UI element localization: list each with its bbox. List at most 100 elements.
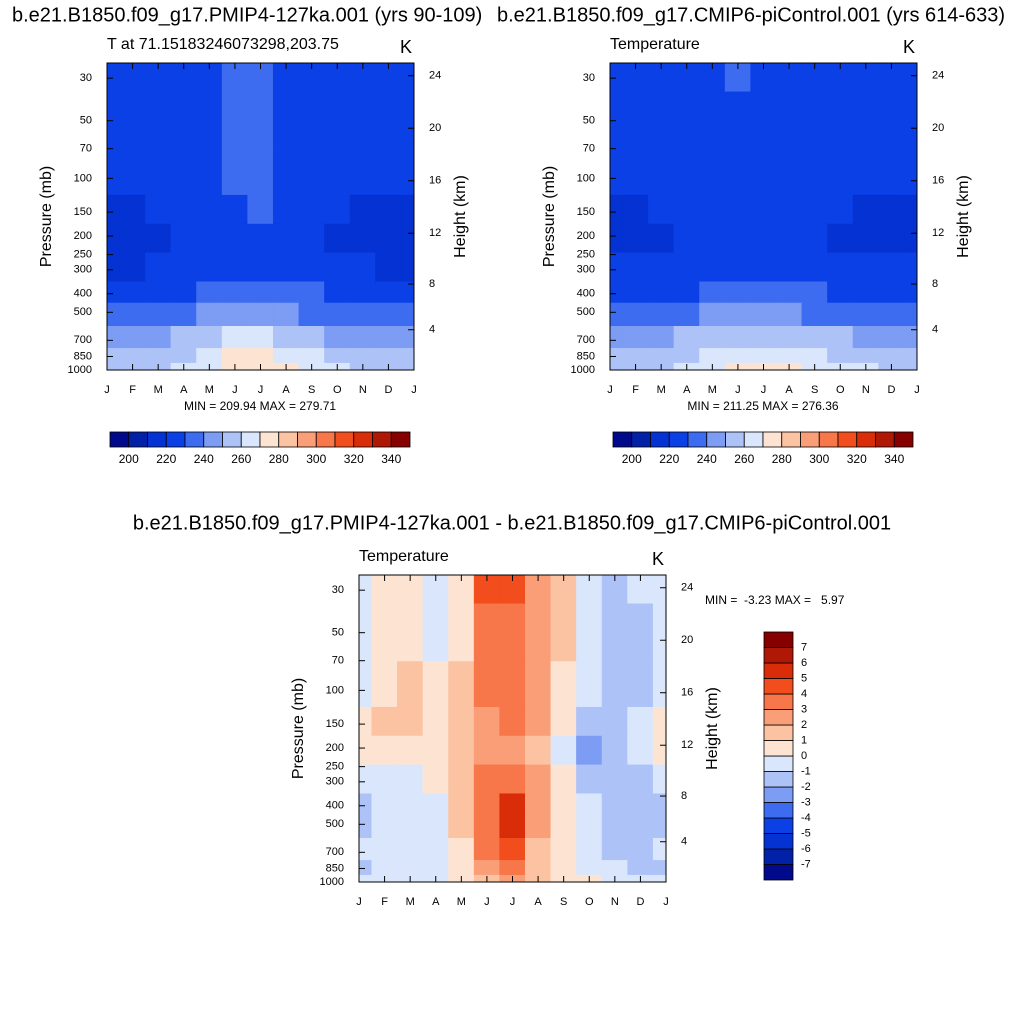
contour-cell xyxy=(247,281,274,304)
colorbar-box xyxy=(706,431,726,448)
contour-cell xyxy=(397,838,424,861)
contour-cell xyxy=(724,326,752,349)
colorbar-label: -5 xyxy=(801,827,811,839)
contour-cell xyxy=(349,281,376,304)
x-tick-label: D xyxy=(887,384,895,396)
contour-cell xyxy=(627,838,654,861)
colorbar-box xyxy=(687,431,708,448)
y2-tick-label: 8 xyxy=(932,278,938,290)
contour-cell xyxy=(524,706,552,737)
contour-cell xyxy=(750,252,777,283)
contour-cell xyxy=(648,348,675,364)
contour-cell xyxy=(524,735,552,766)
contour-cell xyxy=(397,603,424,662)
contour-cell xyxy=(750,281,777,304)
y-axis-label: Pressure (mb) xyxy=(38,166,55,267)
y-tick-label: 850 xyxy=(326,862,344,874)
y-tick-label: 250 xyxy=(577,249,595,261)
contour-cell xyxy=(400,91,415,150)
contour-cell xyxy=(119,194,146,225)
contour-cell xyxy=(145,149,172,196)
contour-cell xyxy=(827,348,854,364)
x-tick-label: D xyxy=(636,896,644,908)
colorbar-label: 320 xyxy=(847,452,867,466)
contour-cell xyxy=(358,793,373,816)
contour-cell xyxy=(648,302,675,327)
contour-cell xyxy=(324,149,351,196)
contour-cell xyxy=(878,149,905,196)
contour-cell xyxy=(524,814,552,839)
min-max-stats: MIN = 211.25 MAX = 276.36 xyxy=(687,399,839,413)
contour-cell xyxy=(627,706,654,737)
colorbar-box xyxy=(334,431,355,448)
contour-cell xyxy=(358,574,373,605)
contour-cell xyxy=(609,62,624,93)
contour-cell xyxy=(196,223,223,254)
contour-cell xyxy=(375,281,402,304)
contour-cell xyxy=(852,194,879,225)
x-tick-label: O xyxy=(333,384,342,396)
contour-cell xyxy=(673,348,700,364)
contour-cell xyxy=(196,149,223,196)
contour-cell xyxy=(601,764,628,795)
colorbar-label: 240 xyxy=(194,452,214,466)
contour-cell xyxy=(499,860,526,876)
contour-cell xyxy=(576,706,603,737)
contour-cell xyxy=(903,62,918,93)
contour-cell xyxy=(371,793,398,816)
colorbar-label: -1 xyxy=(801,765,811,777)
colorbar-label: -7 xyxy=(801,858,811,870)
colorbar-box xyxy=(763,709,794,726)
x-tick-label: O xyxy=(585,896,594,908)
contour-cell xyxy=(576,661,603,708)
contour-cell xyxy=(576,814,603,839)
x-tick-label: F xyxy=(129,384,136,396)
colorbar-box xyxy=(763,802,794,819)
contour-cell xyxy=(349,194,376,225)
units-label: K xyxy=(400,37,412,57)
x-tick-label: J xyxy=(356,896,362,908)
contour-cell xyxy=(750,91,777,150)
contour-cell xyxy=(801,194,828,225)
contour-cell xyxy=(324,348,351,364)
contour-cell xyxy=(801,91,828,150)
x-tick-label: F xyxy=(381,896,388,908)
contour-cell xyxy=(627,814,654,839)
contour-cell xyxy=(652,661,667,708)
contour-cell xyxy=(801,281,828,304)
contour-cell xyxy=(473,603,501,662)
colorbar-box xyxy=(763,693,794,710)
contour-cell xyxy=(106,223,121,254)
contour-cell xyxy=(673,252,700,283)
contour-cell xyxy=(499,814,526,839)
contour-cell xyxy=(903,348,918,364)
colorbar-box xyxy=(203,431,223,448)
y-tick-label: 500 xyxy=(74,306,92,318)
colorbar-box xyxy=(372,431,392,448)
contour-cell xyxy=(298,91,325,150)
colorbar-box xyxy=(725,431,745,448)
contour-cell xyxy=(550,814,577,839)
contour-cell xyxy=(371,735,398,766)
contour-cell xyxy=(272,281,300,304)
contour-cell xyxy=(903,149,918,196)
y-tick-label: 500 xyxy=(577,306,595,318)
contour-cell xyxy=(627,793,654,816)
y-tick-label: 150 xyxy=(74,206,92,218)
contour-cell xyxy=(550,764,577,795)
contour-cell xyxy=(358,706,373,737)
colorbar-box xyxy=(128,431,148,448)
y-tick-label: 70 xyxy=(332,655,344,667)
colorbar-label: 260 xyxy=(734,452,754,466)
x-tick-label: A xyxy=(432,896,440,908)
contour-cell xyxy=(852,149,879,196)
x-tick-label: A xyxy=(180,384,188,396)
contour-cell xyxy=(852,252,879,283)
y-tick-label: 1000 xyxy=(320,876,344,888)
y2-axis-label: Height (km) xyxy=(955,175,972,258)
contour-cell xyxy=(371,661,398,708)
y-tick-label: 300 xyxy=(577,264,595,276)
colorbar-box xyxy=(763,848,794,865)
contour-cell xyxy=(106,302,121,327)
contour-cell xyxy=(473,661,501,708)
